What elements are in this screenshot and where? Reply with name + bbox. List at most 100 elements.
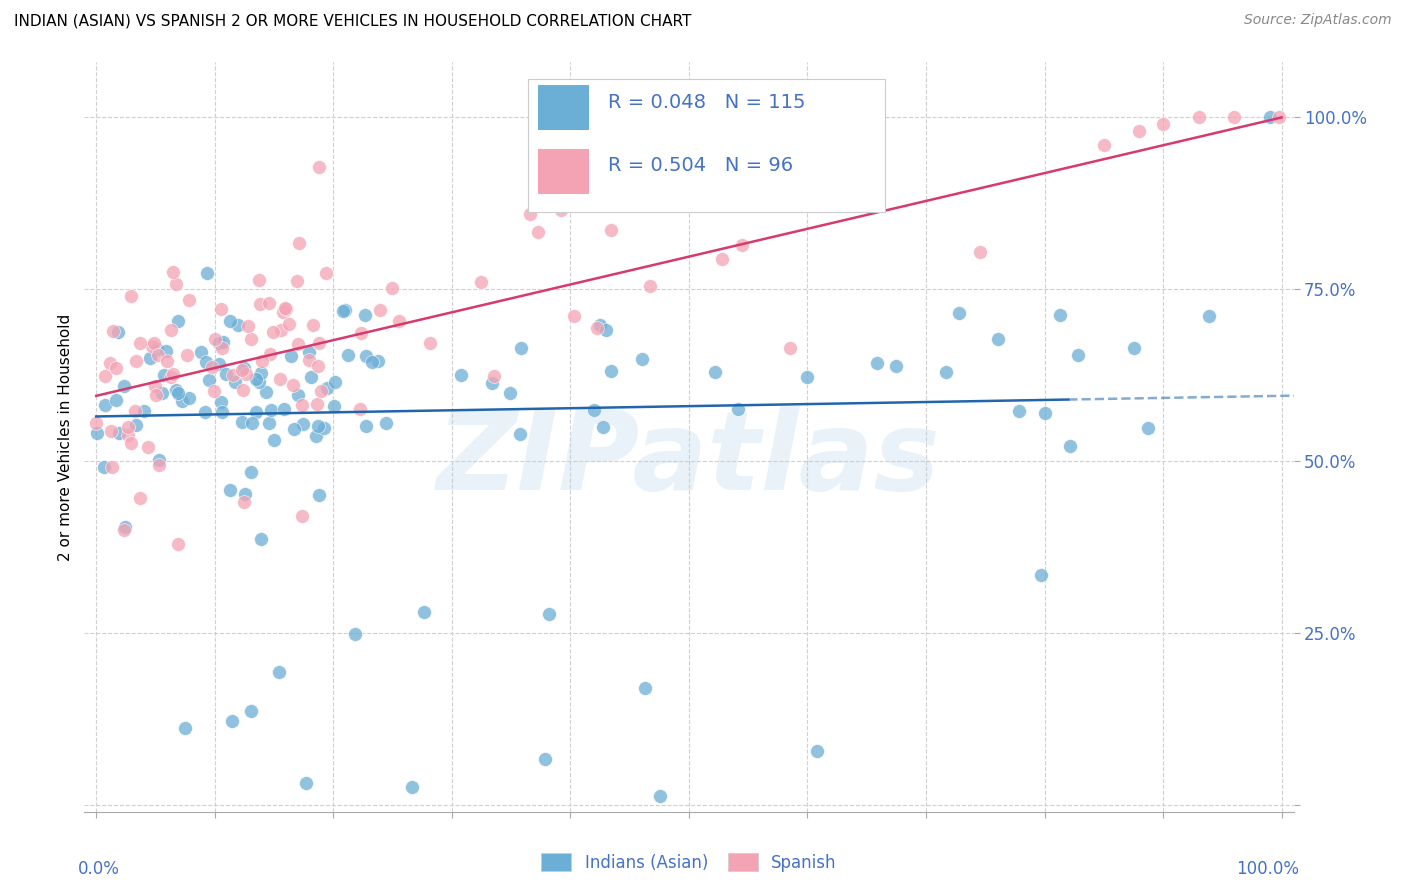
Point [170, 393, 193, 408]
Point [350, 326, 373, 340]
Point [727, 401, 749, 416]
Point [221, 714, 243, 728]
Point [100, 356, 122, 370]
Point [134, 404, 156, 418]
Point [704, 365, 727, 379]
Point [450, 368, 472, 382]
Point [276, 302, 298, 317]
Point [650, 789, 672, 803]
Point [195, 266, 218, 280]
Point [232, 383, 254, 397]
Point [600, 364, 623, 378]
Text: R = 0.504   N = 96: R = 0.504 N = 96 [607, 155, 793, 175]
Point [211, 341, 233, 355]
Point [287, 388, 309, 402]
Point [176, 348, 198, 362]
Point [354, 419, 377, 434]
Point [550, 203, 572, 218]
Point [353, 308, 375, 322]
Point [344, 627, 367, 641]
Point [583, 403, 606, 417]
Point [231, 363, 253, 377]
Point [323, 399, 346, 413]
Point [1198, 309, 1220, 323]
Point [731, 238, 754, 252]
Point [117, 420, 139, 434]
Point [295, 776, 318, 790]
Point [311, 384, 333, 398]
FancyBboxPatch shape [538, 149, 589, 194]
Point [803, 187, 825, 202]
Point [250, 366, 273, 380]
Point [207, 357, 229, 371]
Point [245, 372, 267, 386]
Point [537, 607, 560, 621]
Point [274, 301, 297, 315]
Point [1092, 137, 1115, 152]
Point [194, 405, 217, 419]
Point [1008, 404, 1031, 418]
Point [271, 305, 294, 319]
Point [589, 318, 612, 333]
Point [388, 314, 411, 328]
Point [179, 392, 201, 406]
Point [136, 440, 159, 454]
Point [312, 421, 335, 435]
Point [1268, 111, 1291, 125]
Point [141, 339, 163, 353]
Point [419, 335, 441, 350]
Point [238, 319, 260, 334]
Point [143, 378, 166, 392]
Point [254, 385, 277, 400]
Point [233, 361, 256, 376]
Point [288, 235, 311, 250]
Point [247, 375, 270, 389]
Point [107, 325, 129, 339]
Point [211, 334, 233, 349]
Point [470, 276, 492, 290]
Point [298, 345, 321, 359]
Point [198, 373, 221, 387]
Point [252, 353, 274, 368]
Point [308, 488, 330, 502]
Point [125, 417, 148, 432]
Point [1123, 341, 1146, 355]
Point [599, 223, 621, 237]
Point [209, 301, 232, 316]
Text: R = 0.048   N = 115: R = 0.048 N = 115 [607, 93, 806, 112]
Point [270, 323, 292, 337]
Text: INDIAN (ASIAN) VS SPANISH 2 OR MORE VEHICLES IN HOUSEHOLD CORRELATION CHART: INDIAN (ASIAN) VS SPANISH 2 OR MORE VEHI… [14, 13, 692, 29]
Point [155, 343, 177, 358]
Point [298, 353, 321, 368]
Point [112, 379, 135, 393]
Point [307, 397, 329, 411]
Point [105, 360, 128, 375]
Point [221, 368, 243, 382]
Point [167, 385, 190, 400]
Point [1188, 111, 1211, 125]
Point [269, 372, 291, 386]
Point [150, 385, 173, 400]
Y-axis label: 2 or more Vehicles in Household: 2 or more Vehicles in Household [58, 313, 73, 561]
Point [308, 160, 330, 174]
Text: Source: ZipAtlas.com: Source: ZipAtlas.com [1244, 13, 1392, 28]
Point [291, 417, 314, 431]
Point [148, 453, 170, 467]
Point [333, 302, 356, 317]
Point [592, 420, 614, 434]
Point [160, 369, 183, 384]
Point [202, 384, 225, 398]
Point [299, 369, 322, 384]
Point [259, 347, 281, 361]
Point [125, 354, 148, 368]
Point [281, 378, 304, 392]
Point [315, 266, 337, 280]
Point [250, 533, 273, 547]
Point [249, 296, 271, 310]
Point [117, 428, 139, 442]
Point [93, 398, 115, 412]
Point [100, 460, 122, 475]
Point [201, 359, 224, 374]
Point [245, 405, 267, 419]
Point [114, 520, 136, 534]
